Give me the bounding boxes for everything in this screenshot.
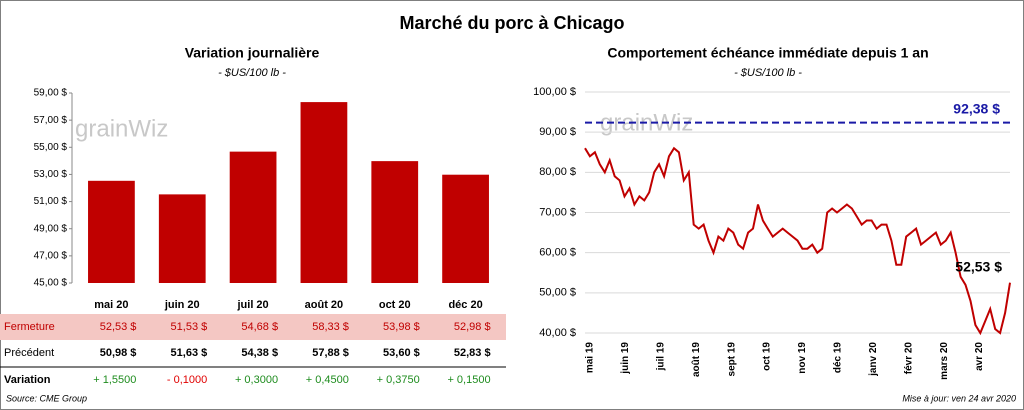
table-cell: 53,60 $ [383,347,420,359]
bar [158,194,206,283]
watermark: grainWiz [75,115,168,142]
table-cell: 50,98 $ [100,347,137,359]
y-tick-label: 50,00 $ [539,287,576,299]
x-tick-label: déc 20 [448,299,482,311]
table-cell: + 0,1500 [447,374,490,386]
table-cell: 54,68 $ [241,321,278,333]
updated: Mise à jour: ven 24 avr 2020 [902,393,1016,403]
chart-subtitle: - $US/100 lb - [218,67,286,79]
chart-subtitle: - $US/100 lb - [734,67,802,79]
row-highlight [0,314,506,340]
bar [442,174,489,283]
table-cell: + 1,5500 [93,374,136,386]
bar [300,102,348,283]
x-tick-label: mai 19 [585,342,596,374]
table-cell: 51,63 $ [171,347,208,359]
y-tick-label: 49,00 $ [34,223,68,234]
main-title: Marché du porc à Chicago [399,13,624,33]
y-tick-label: 60,00 $ [539,247,576,259]
y-tick-label: 57,00 $ [34,115,68,126]
x-tick-label: août 19 [691,342,702,377]
x-tick-label: juin 20 [164,299,200,311]
x-tick-label: nov 19 [797,342,808,374]
chart-title: Comportement échéance immédiate depuis 1… [607,45,928,61]
row-label: Variation [4,374,51,386]
x-tick-label: sept 19 [726,342,737,377]
table-cell: 51,53 $ [171,321,208,333]
x-tick-label: mars 20 [939,342,950,380]
y-tick-label: 90,00 $ [539,126,576,138]
x-tick-label: janv 20 [868,342,879,377]
x-tick-label: févr 20 [903,342,914,375]
bar [88,180,135,283]
y-tick-label: 40,00 $ [539,327,576,339]
table-cell: 52,83 $ [454,347,491,359]
source: Source: CME Group [6,393,87,403]
x-tick-label: juin 19 [620,342,631,375]
x-tick-label: mai 20 [94,299,128,311]
chart-title: Variation journalière [185,45,320,61]
y-tick-label: 100,00 $ [533,86,576,98]
x-tick-label: oct 20 [379,299,411,311]
price-line [584,146,1011,336]
x-tick-label: déc 19 [833,342,844,374]
x-tick-label: avr 20 [974,342,985,371]
table-cell: + 0,3750 [377,374,420,386]
table-cell: 57,88 $ [312,347,349,359]
y-tick-label: 70,00 $ [539,206,576,218]
table-cell: 52,53 $ [100,321,137,333]
table-cell: + 0,3000 [235,374,278,386]
bar [371,161,419,283]
y-tick-label: 59,00 $ [34,88,68,99]
y-tick-label: 47,00 $ [34,250,68,261]
y-tick-label: 55,00 $ [34,142,68,153]
x-tick-label: août 20 [305,299,344,311]
y-tick-label: 51,00 $ [34,196,68,207]
reference-label: 92,38 $ [953,100,1000,116]
x-tick-label: oct 19 [762,342,773,371]
y-tick-label: 53,00 $ [34,169,68,180]
x-tick-label: juil 19 [655,342,666,372]
bar [229,151,277,283]
y-tick-label: 80,00 $ [539,166,576,178]
table-cell: - 0,1000 [167,374,207,386]
y-tick-label: 45,00 $ [34,278,68,289]
table-cell: 52,98 $ [454,321,491,333]
row-label: Fermeture [4,321,55,333]
table-cell: 58,33 $ [312,321,349,333]
row-label: Précédent [4,347,54,359]
x-tick-label: juil 20 [236,299,268,311]
table-cell: + 0,4500 [306,374,349,386]
table-cell: 53,98 $ [383,321,420,333]
table-cell: 54,38 $ [241,347,278,359]
last-value-label: 52,53 $ [955,258,1002,274]
